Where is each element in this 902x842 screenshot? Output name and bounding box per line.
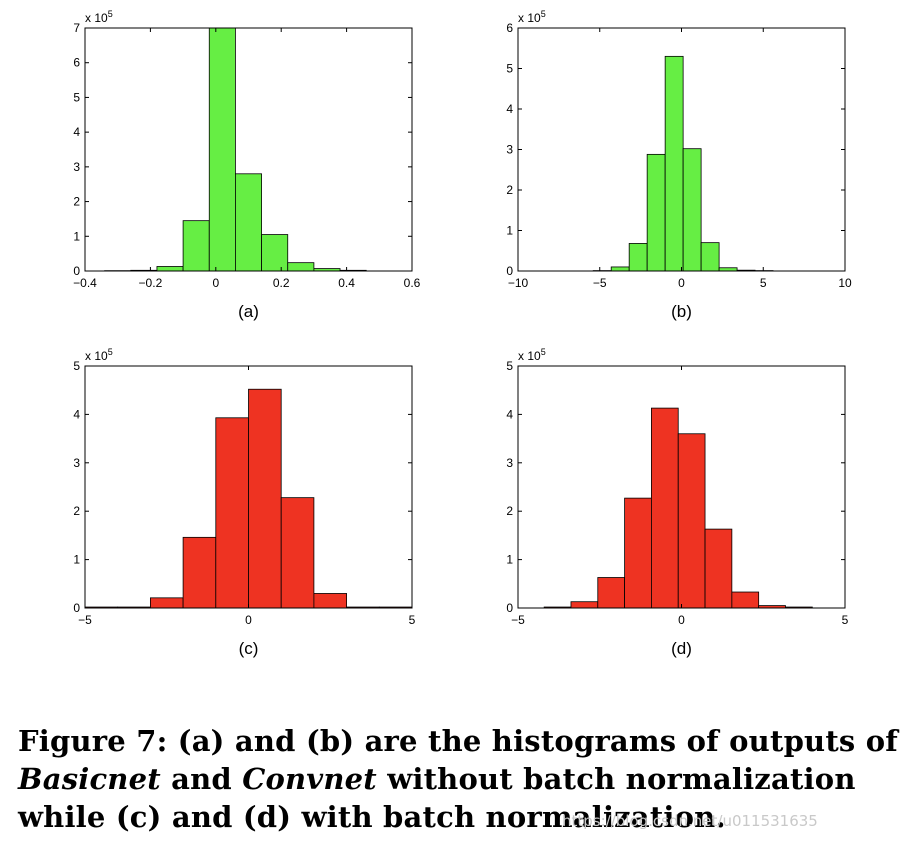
histogram-bar [313,593,347,609]
y-tick-label: 6 [506,21,513,35]
histogram-bar [677,433,706,609]
caption-text-1: Figure 7: (a) and (b) are the histograms… [18,724,898,758]
x-tick-label: 5 [409,613,416,627]
y-tick-label: 2 [506,183,513,197]
y-tick-label: 4 [506,102,513,116]
histogram-bar [570,601,599,609]
histogram-bar [704,528,733,609]
y-axis-multiplier: x 105 [518,347,546,363]
x-tick-label: 5 [842,613,849,627]
histogram-bar [624,497,652,609]
y-tick-label: 0 [73,601,80,615]
histogram-bar [215,417,249,609]
y-tick-label: 3 [506,456,513,470]
histogram-bar [208,27,236,272]
x-tick-label: −0.4 [73,276,97,290]
y-axis-multiplier: x 105 [85,347,113,363]
caption-convnet: Convnet [242,762,377,796]
y-tick-label: 1 [506,224,513,238]
caption-text-2: and [160,762,243,796]
multiplier-exponent: 5 [108,9,113,19]
y-tick-label: 3 [73,160,80,174]
x-tick-label: −10 [508,276,529,290]
y-axis-multiplier: x 105 [518,9,546,25]
figure-caption: Figure 7: (a) and (b) are the histograms… [18,722,898,836]
histogram-bar [280,497,315,609]
histogram-bar [149,597,184,609]
y-tick-label: 0 [506,264,513,278]
multiplier-exponent: 5 [541,347,546,357]
histogram-bar [182,220,210,272]
x-tick-label: 0.2 [273,276,290,290]
caption-basicnet: Basicnet [18,762,161,796]
y-axis-multiplier: x 105 [85,9,113,25]
panel-label: (b) [671,302,692,321]
y-tick-label: 3 [73,456,80,470]
x-tick-label: −5 [511,613,525,627]
y-tick-label: 4 [506,407,513,421]
histogram-bar [664,55,684,272]
watermark: https://blog.csdn.net/u011531635 [562,812,818,830]
y-tick-label: 4 [73,407,80,421]
y-tick-label: 5 [506,62,513,76]
histogram-bar [287,262,315,272]
histogram-bar [651,407,679,609]
y-tick-label: 1 [506,553,513,567]
y-tick-label: 5 [73,90,80,104]
x-tick-label: −0.2 [139,276,163,290]
multiplier-base: x 10 [85,11,108,25]
y-tick-label: 0 [506,601,513,615]
histogram-bar [235,173,262,272]
caption-text-3: without batch normalization while (c) an… [18,762,856,834]
histogram-bar [156,266,184,272]
y-tick-label: 1 [73,229,80,243]
x-tick-label: 0 [245,613,252,627]
multiplier-base: x 10 [518,349,541,363]
y-tick-label: 0 [73,264,80,278]
histogram-bar [646,153,666,272]
multiplier-base: x 10 [85,349,108,363]
x-tick-label: 5 [760,276,767,290]
histogram-bar [182,536,217,609]
y-tick-label: 6 [73,56,80,70]
histogram-bar [682,148,702,272]
x-tick-label: −5 [78,613,92,627]
histogram-bar [731,591,760,609]
histogram-bar [261,234,289,272]
y-tick-label: 2 [506,504,513,518]
multiplier-exponent: 5 [541,9,546,19]
panel-label: (d) [671,639,692,658]
histogram-bar [610,266,630,272]
y-tick-label: 2 [73,504,80,518]
axes-box [84,27,413,272]
panel-label: (a) [238,302,259,321]
y-tick-label: 2 [73,195,80,209]
multiplier-exponent: 5 [108,347,113,357]
histogram-bar [700,242,720,272]
panel-label: (c) [239,639,259,658]
y-tick-label: 3 [506,143,513,157]
y-tick-label: 1 [73,553,80,567]
x-tick-label: 0.4 [338,276,355,290]
histogram-bar [597,577,626,609]
x-tick-label: −5 [593,276,607,290]
x-tick-label: 10 [838,276,852,290]
x-tick-label: 0 [678,276,685,290]
histogram-bar [628,243,648,272]
y-tick-label: 7 [73,21,80,35]
y-tick-label: 5 [506,359,513,373]
histogram-bar [248,388,282,609]
x-tick-label: 0.6 [404,276,421,290]
y-tick-label: 4 [73,125,80,139]
x-tick-label: 0 [212,276,219,290]
multiplier-base: x 10 [518,11,541,25]
y-tick-label: 5 [73,359,80,373]
x-tick-label: 0 [678,613,685,627]
